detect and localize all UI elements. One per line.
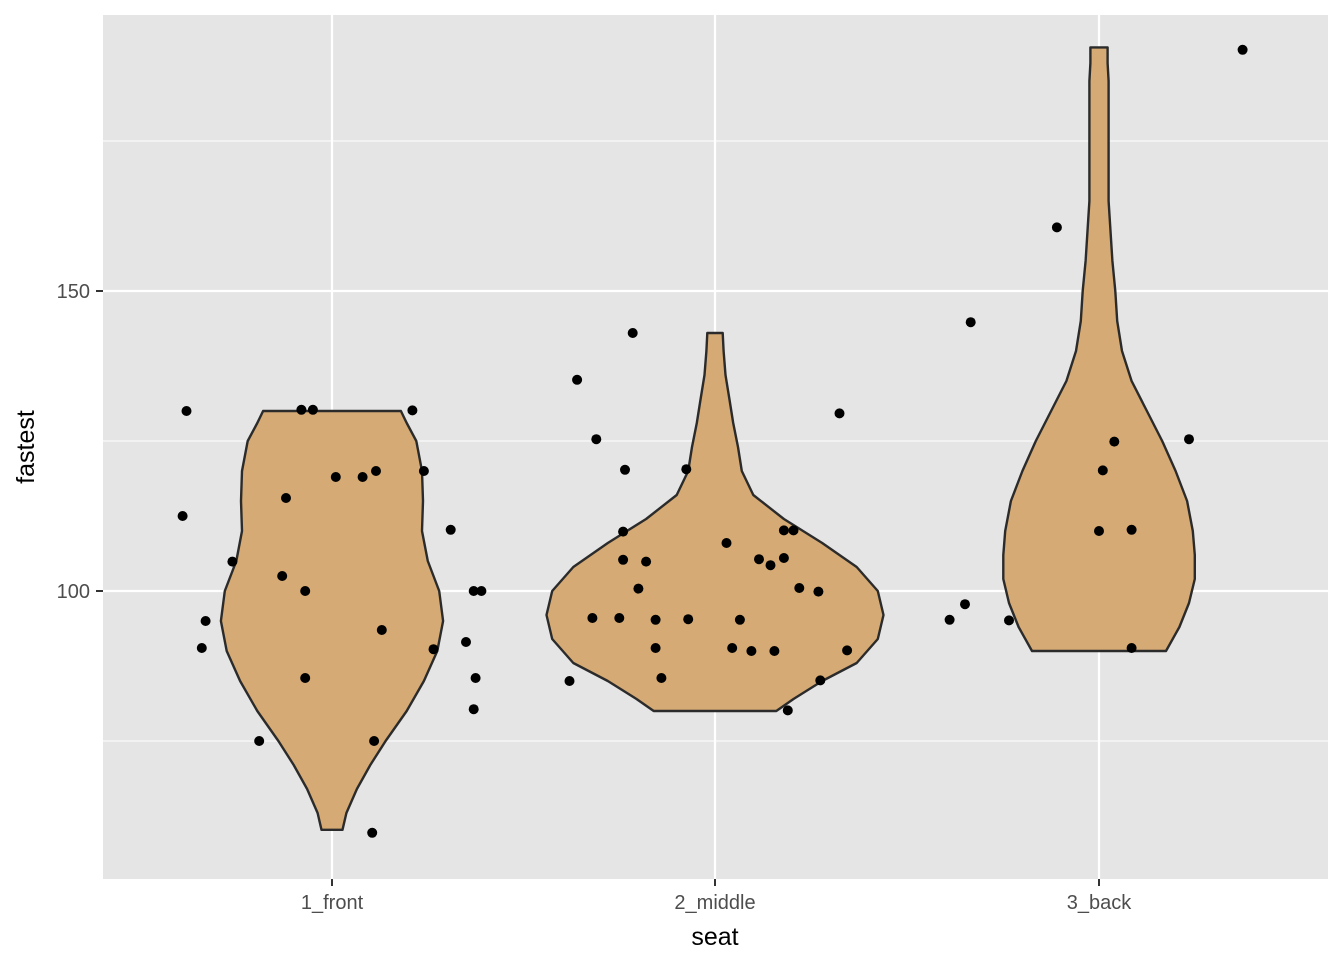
data-point: [376, 625, 387, 635]
jitter-points: [177, 44, 1248, 838]
data-point: [782, 705, 793, 716]
axes: 100 150 1_front 2_middle 3_back: [57, 281, 1133, 914]
data-point: [1126, 643, 1137, 653]
data-point: [445, 524, 456, 535]
violin-2_middle: [545, 331, 885, 713]
data-point: [683, 614, 694, 625]
data-point: [564, 676, 575, 686]
data-point: [627, 328, 638, 338]
data-point: [778, 553, 789, 563]
data-point: [618, 554, 629, 565]
data-point: [330, 472, 341, 482]
data-point: [254, 736, 265, 746]
data-point: [650, 614, 661, 625]
data-point: [681, 464, 692, 475]
data-point: [656, 673, 667, 683]
data-point: [618, 526, 629, 537]
violins: [219, 46, 1196, 831]
data-point: [277, 571, 288, 581]
data-point: [1051, 222, 1062, 233]
y-axis-title: fastest: [12, 410, 40, 484]
data-point: [813, 586, 824, 597]
data-point: [746, 646, 757, 656]
data-point: [281, 493, 291, 503]
data-point: [227, 556, 238, 567]
data-point: [300, 586, 311, 596]
data-point: [200, 616, 211, 626]
y-tick-label: 150: [57, 281, 90, 303]
data-point: [614, 613, 625, 623]
data-point: [369, 736, 380, 746]
x-tick-label: 1_front: [301, 892, 364, 914]
data-point: [727, 643, 738, 653]
data-point: [181, 406, 192, 416]
data-point: [300, 673, 311, 683]
data-point: [177, 511, 188, 521]
violin-3_back: [1002, 46, 1196, 653]
data-point: [470, 673, 481, 683]
data-point: [418, 466, 429, 476]
data-point: [476, 586, 487, 596]
data-point: [721, 538, 732, 548]
data-point: [1237, 44, 1248, 55]
data-point: [468, 586, 479, 596]
data-point: [196, 643, 207, 653]
data-point: [591, 434, 602, 445]
data-point: [307, 404, 318, 415]
data-point: [572, 374, 583, 385]
violin-1_front: [219, 409, 445, 831]
data-point: [1097, 465, 1108, 476]
data-point: [754, 554, 764, 565]
data-point: [1184, 434, 1194, 445]
x-axis-title: seat: [691, 923, 738, 951]
data-point: [1109, 436, 1120, 447]
data-point: [1004, 615, 1014, 626]
data-point: [367, 827, 378, 838]
x-tick-label: 3_back: [1067, 892, 1132, 914]
data-point: [794, 583, 805, 593]
data-point: [407, 405, 418, 416]
data-point: [296, 404, 307, 415]
data-point: [965, 317, 976, 328]
data-point: [960, 599, 970, 610]
data-point: [765, 560, 776, 571]
data-point: [1094, 526, 1104, 536]
data-point: [468, 704, 479, 715]
data-point: [428, 644, 439, 655]
data-point: [1126, 524, 1137, 535]
data-point: [944, 614, 955, 625]
data-point: [641, 556, 652, 567]
data-point: [734, 614, 745, 625]
data-point: [371, 466, 381, 476]
data-point: [357, 472, 368, 482]
data-point: [778, 525, 789, 536]
data-point: [620, 464, 630, 475]
data-point: [788, 525, 799, 536]
data-point: [587, 613, 598, 623]
data-point: [633, 583, 644, 594]
y-tick-label: 100: [57, 581, 90, 603]
x-tick-label: 2_middle: [674, 892, 755, 914]
data-point: [834, 408, 845, 419]
data-point: [769, 646, 780, 656]
data-point: [815, 675, 826, 686]
data-point: [842, 645, 853, 656]
data-point: [461, 637, 471, 647]
data-point: [650, 643, 661, 653]
